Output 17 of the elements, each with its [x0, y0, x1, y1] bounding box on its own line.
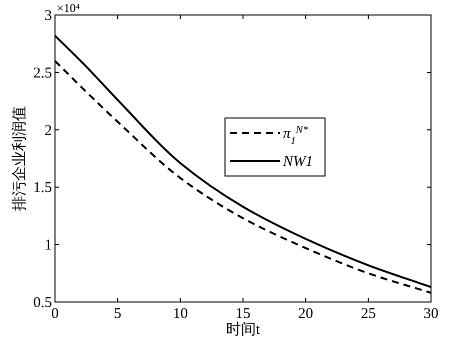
x-tick-label: 30 [424, 306, 438, 322]
x-tick-label: 5 [114, 306, 122, 322]
x-tick-label: 0 [51, 306, 59, 322]
y-tick-label: 2.5 [33, 65, 52, 82]
y-tick-label: 3 [44, 8, 52, 24]
x-tick-label: 15 [236, 306, 250, 322]
annotation: ×10⁴ [57, 1, 80, 15]
x-axis-title: 时间t [226, 321, 261, 338]
x-tick-label: 10 [172, 306, 188, 322]
x-tick-label: 20 [298, 306, 314, 322]
y-tick-label: 1.5 [33, 180, 52, 196]
y-tick-label: 0.5 [33, 295, 52, 311]
x-tick-label: 25 [360, 306, 376, 322]
y-axis-title: 排污企业利润值 [11, 106, 28, 211]
y-tick-label: 2 [44, 122, 52, 139]
y-tick-label: 1 [44, 238, 52, 254]
legend-label: NW1 [282, 154, 313, 170]
